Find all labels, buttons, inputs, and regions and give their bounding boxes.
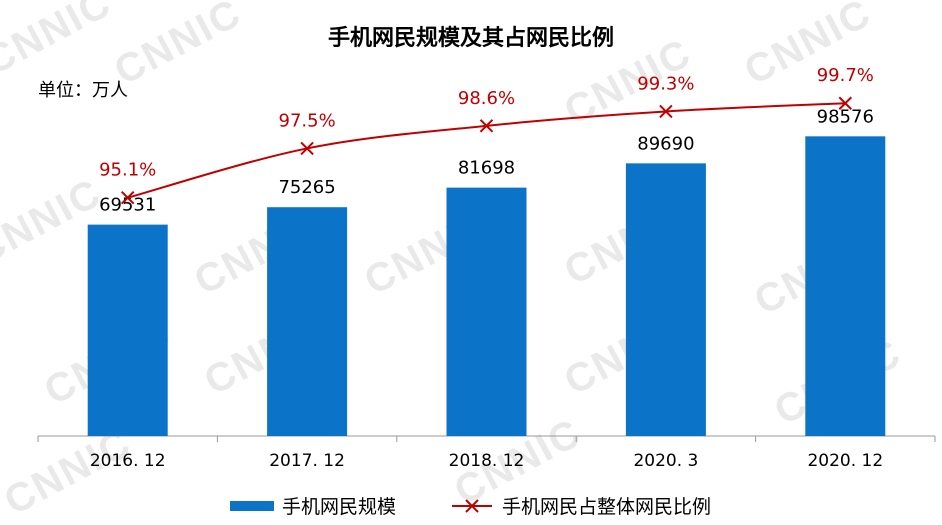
bar (625, 163, 706, 436)
bar-data-label: 81698 (458, 158, 515, 179)
chart-title: 手机网民规模及其占网民比例 (327, 26, 614, 51)
bar-data-label: 69531 (99, 195, 156, 216)
line-point-marker (659, 104, 673, 119)
bar-data-label: 75265 (278, 177, 335, 198)
line-point-marker (838, 96, 853, 110)
line-data-label: 99.3% (637, 73, 694, 94)
line-data-label: 98.6% (458, 88, 515, 109)
legend-label-line: 手机网民占整体网民比例 (502, 496, 711, 518)
legend-label-bar: 手机网民规模 (282, 496, 396, 518)
bar (87, 224, 168, 436)
bar-data-label: 89690 (637, 133, 694, 154)
x-tick-label: 2020. 12 (807, 451, 883, 471)
bar (267, 207, 348, 436)
legend-marker-line (465, 499, 479, 513)
series-line (127, 102, 846, 199)
x-tick-label: 2018. 12 (449, 451, 525, 471)
x-tick-label: 2017. 12 (269, 451, 345, 471)
x-tick-label: 2020. 3 (633, 451, 698, 471)
line-point-marker (300, 141, 314, 156)
line-point-marker (120, 191, 135, 205)
bar (446, 187, 527, 436)
bar-data-label: 98576 (817, 106, 874, 127)
bar (805, 136, 886, 436)
x-tick-label: 2016. 12 (90, 451, 166, 471)
line-data-label: 99.7% (817, 65, 874, 86)
legend-swatch-bar (230, 501, 274, 511)
line-data-label: 95.1% (99, 160, 156, 181)
line-data-label: 97.5% (279, 110, 336, 131)
line-point-marker (479, 119, 494, 133)
unit-label: 单位：万人 (38, 80, 128, 101)
